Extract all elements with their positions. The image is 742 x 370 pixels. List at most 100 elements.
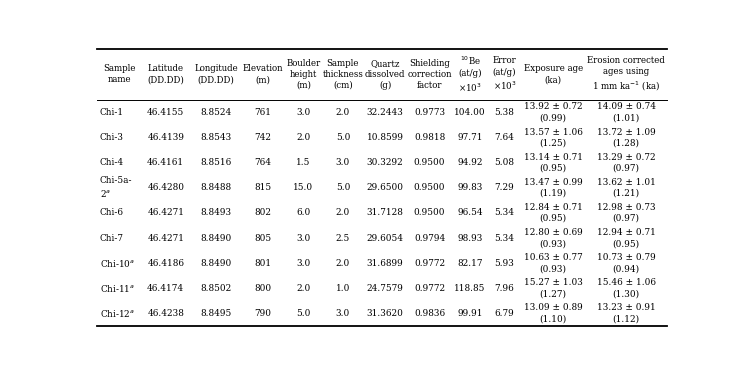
- Text: 46.4161: 46.4161: [147, 158, 184, 167]
- Text: Chi-1: Chi-1: [99, 108, 124, 117]
- Text: 0.9836: 0.9836: [414, 309, 445, 318]
- Text: 5.34: 5.34: [495, 208, 515, 218]
- Text: 13.09 ± 0.89
(1.10): 13.09 ± 0.89 (1.10): [524, 303, 582, 323]
- Text: 0.9500: 0.9500: [414, 183, 445, 192]
- Text: Elevation
(m): Elevation (m): [243, 64, 283, 84]
- Text: Error
(at/g)
×10$^3$: Error (at/g) ×10$^3$: [493, 56, 516, 92]
- Text: 10.63 ± 0.77
(0.93): 10.63 ± 0.77 (0.93): [524, 253, 582, 273]
- Text: Sample
thickness
(cm): Sample thickness (cm): [323, 59, 364, 90]
- Text: Quartz
dissolved
(g): Quartz dissolved (g): [365, 58, 405, 90]
- Text: 24.7579: 24.7579: [367, 284, 404, 293]
- Text: 0.9772: 0.9772: [414, 259, 445, 268]
- Text: 2.0: 2.0: [296, 133, 311, 142]
- Text: 805: 805: [255, 233, 272, 242]
- Text: Chi-5a-
2$^a$: Chi-5a- 2$^a$: [99, 176, 132, 199]
- Text: 7.29: 7.29: [495, 183, 514, 192]
- Text: 31.6899: 31.6899: [367, 259, 404, 268]
- Text: 46.4139: 46.4139: [147, 133, 184, 142]
- Text: Erosion corrected
ages using
1 mm ka$^{-1}$ (ka): Erosion corrected ages using 1 mm ka$^{-…: [587, 56, 665, 92]
- Text: 5.34: 5.34: [495, 233, 515, 242]
- Text: 8.8495: 8.8495: [200, 309, 232, 318]
- Text: 13.57 ± 1.06
(1.25): 13.57 ± 1.06 (1.25): [524, 128, 582, 148]
- Text: 1.5: 1.5: [296, 158, 311, 167]
- Text: 15.0: 15.0: [293, 183, 314, 192]
- Text: 46.4238: 46.4238: [147, 309, 184, 318]
- Text: Chi-4: Chi-4: [99, 158, 124, 167]
- Text: 8.8502: 8.8502: [200, 284, 232, 293]
- Text: 13.92 ± 0.72
(0.99): 13.92 ± 0.72 (0.99): [524, 102, 582, 122]
- Text: 5.38: 5.38: [495, 108, 514, 117]
- Text: 0.9773: 0.9773: [414, 108, 445, 117]
- Text: 8.8493: 8.8493: [200, 208, 232, 218]
- Text: 46.4271: 46.4271: [147, 208, 184, 218]
- Text: 13.62 ± 1.01
(1.21): 13.62 ± 1.01 (1.21): [597, 178, 656, 198]
- Text: 3.0: 3.0: [336, 309, 350, 318]
- Text: Chi-6: Chi-6: [99, 208, 124, 218]
- Text: Chi-12$^a$: Chi-12$^a$: [99, 308, 135, 319]
- Text: 15.27 ± 1.03
(1.27): 15.27 ± 1.03 (1.27): [524, 278, 582, 298]
- Text: 99.83: 99.83: [457, 183, 483, 192]
- Text: 5.0: 5.0: [296, 309, 311, 318]
- Text: 46.4155: 46.4155: [147, 108, 184, 117]
- Text: 761: 761: [255, 108, 272, 117]
- Text: 30.3292: 30.3292: [367, 158, 404, 167]
- Text: 31.7128: 31.7128: [367, 208, 404, 218]
- Text: Chi-7: Chi-7: [99, 233, 124, 242]
- Text: 3.0: 3.0: [296, 259, 311, 268]
- Text: 12.84 ± 0.71
(0.95): 12.84 ± 0.71 (0.95): [524, 203, 582, 223]
- Text: Shielding
correction
factor: Shielding correction factor: [407, 59, 452, 90]
- Text: 0.9794: 0.9794: [414, 233, 445, 242]
- Text: 94.92: 94.92: [457, 158, 483, 167]
- Text: 13.29 ± 0.72
(0.97): 13.29 ± 0.72 (0.97): [597, 153, 655, 173]
- Text: 10.8599: 10.8599: [367, 133, 404, 142]
- Text: 14.09 ± 0.74
(1.01): 14.09 ± 0.74 (1.01): [597, 102, 656, 122]
- Text: 5.93: 5.93: [495, 259, 514, 268]
- Text: 29.6500: 29.6500: [367, 183, 404, 192]
- Text: 7.96: 7.96: [495, 284, 514, 293]
- Text: Boulder
height
(m): Boulder height (m): [286, 59, 321, 90]
- Text: 118.85: 118.85: [454, 284, 486, 293]
- Text: 2.0: 2.0: [336, 208, 350, 218]
- Text: 2.0: 2.0: [336, 259, 350, 268]
- Text: Latitude
(DD.DD): Latitude (DD.DD): [147, 64, 184, 84]
- Text: 3.0: 3.0: [336, 158, 350, 167]
- Text: 790: 790: [255, 309, 272, 318]
- Text: 15.46 ± 1.06
(1.30): 15.46 ± 1.06 (1.30): [597, 278, 656, 298]
- Text: 2.0: 2.0: [336, 108, 350, 117]
- Text: 104.00: 104.00: [454, 108, 486, 117]
- Text: 6.79: 6.79: [495, 309, 514, 318]
- Text: 2.5: 2.5: [336, 233, 350, 242]
- Text: 46.4186: 46.4186: [147, 259, 184, 268]
- Text: Chi-10$^a$: Chi-10$^a$: [99, 258, 135, 269]
- Text: 13.14 ± 0.71
(0.95): 13.14 ± 0.71 (0.95): [524, 153, 582, 173]
- Text: 98.93: 98.93: [457, 233, 483, 242]
- Text: 5.0: 5.0: [335, 183, 350, 192]
- Text: 1.0: 1.0: [335, 284, 350, 293]
- Text: 8.8543: 8.8543: [200, 133, 232, 142]
- Text: 99.91: 99.91: [457, 309, 483, 318]
- Text: Chi-11$^a$: Chi-11$^a$: [99, 283, 135, 294]
- Text: 12.80 ± 0.69
(0.93): 12.80 ± 0.69 (0.93): [524, 228, 582, 248]
- Text: 13.47 ± 0.99
(1.19): 13.47 ± 0.99 (1.19): [524, 178, 582, 198]
- Text: 2.0: 2.0: [296, 284, 311, 293]
- Text: 12.98 ± 0.73
(0.97): 12.98 ± 0.73 (0.97): [597, 203, 655, 223]
- Text: 96.54: 96.54: [457, 208, 483, 218]
- Text: 13.72 ± 1.09
(1.28): 13.72 ± 1.09 (1.28): [597, 128, 655, 148]
- Text: 5.0: 5.0: [335, 133, 350, 142]
- Text: 8.8490: 8.8490: [200, 233, 232, 242]
- Text: Exposure age
(ka): Exposure age (ka): [524, 64, 582, 84]
- Text: 13.23 ± 0.91
(1.12): 13.23 ± 0.91 (1.12): [597, 303, 655, 323]
- Text: 802: 802: [255, 208, 272, 218]
- Text: 10.73 ± 0.79
(0.94): 10.73 ± 0.79 (0.94): [597, 253, 655, 273]
- Text: 3.0: 3.0: [296, 233, 311, 242]
- Text: 8.8516: 8.8516: [200, 158, 232, 167]
- Text: 800: 800: [255, 284, 272, 293]
- Text: 0.9500: 0.9500: [414, 158, 445, 167]
- Text: 3.0: 3.0: [296, 108, 311, 117]
- Text: 815: 815: [255, 183, 272, 192]
- Text: Sample
name: Sample name: [103, 64, 136, 84]
- Text: 31.3620: 31.3620: [367, 309, 404, 318]
- Text: 32.2443: 32.2443: [367, 108, 404, 117]
- Text: Chi-3: Chi-3: [99, 133, 124, 142]
- Text: 8.8524: 8.8524: [200, 108, 232, 117]
